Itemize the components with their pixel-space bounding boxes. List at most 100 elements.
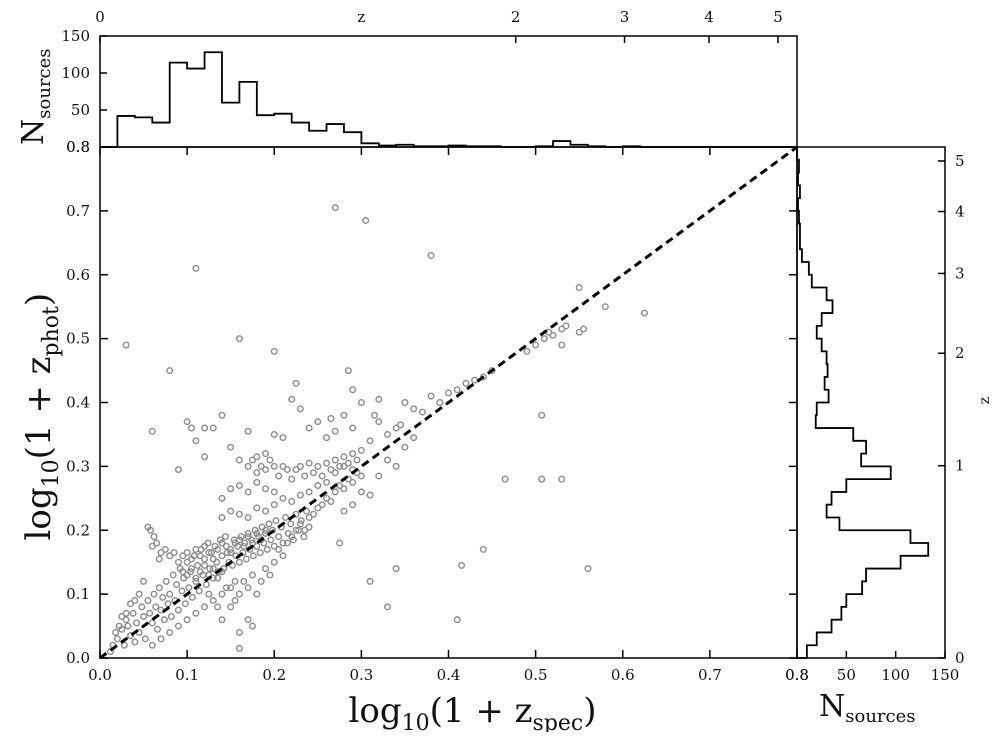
scatter-point (305, 488, 313, 496)
scatter-point (231, 597, 239, 605)
scatter-point (283, 539, 291, 547)
scatter-point (296, 405, 304, 413)
scatter-point (479, 373, 487, 381)
scatter-point (249, 552, 257, 560)
scatter-point (235, 628, 243, 636)
scatter-point (292, 379, 300, 387)
scatter-point (392, 462, 400, 470)
y-axis-label: log10(1 + zphot) (19, 293, 64, 541)
scatter-point (331, 469, 339, 477)
scatter-point (418, 408, 426, 416)
scatter-point (112, 628, 120, 636)
scatter-point (205, 590, 213, 598)
scatter-point (115, 622, 123, 630)
scatter-point (192, 577, 200, 585)
scatter-point (244, 616, 252, 624)
scatter-point (538, 411, 546, 419)
scatter-point (292, 526, 300, 534)
x-axis-label: log10(1 + zspec) (349, 691, 597, 732)
scatter-point (174, 558, 182, 566)
scatter-point (113, 635, 121, 643)
scatter-point (309, 469, 317, 477)
scatter-point (410, 434, 418, 442)
scatter-point (221, 533, 229, 541)
scatter-point (453, 386, 461, 394)
scatter-point (218, 616, 226, 624)
scatter-point (384, 603, 392, 611)
scatter-point (188, 593, 196, 601)
top-y-tick-label: 100 (61, 64, 90, 82)
scatter-point (279, 552, 287, 560)
scatter-point (353, 456, 361, 464)
scatter-point (201, 424, 209, 432)
scatter-point (118, 612, 126, 620)
scatter-point (282, 513, 290, 521)
scatter-point (314, 482, 322, 490)
scatter-point (392, 565, 400, 573)
scatter-point (267, 536, 275, 544)
scatter-point (227, 545, 235, 553)
scatter-point (340, 453, 348, 461)
scatter-point (270, 488, 278, 496)
scatter-point (349, 478, 357, 486)
scatter-point (240, 542, 248, 550)
scatter-point (170, 549, 178, 557)
scatter-point (297, 517, 305, 525)
scatter-point (401, 443, 409, 451)
scatter-point (301, 472, 309, 480)
scatter-point (192, 574, 200, 582)
scatter-point (162, 577, 170, 585)
scatter-point (235, 558, 243, 566)
scatter-point (410, 405, 418, 413)
scatter-point (266, 571, 274, 579)
scatter-point (242, 555, 250, 563)
scatter-point (384, 430, 392, 438)
scatter-point (152, 603, 160, 611)
scatter-point (183, 418, 191, 426)
scatter-point (201, 561, 209, 569)
top-y-tick-label: 150 (61, 27, 90, 45)
scatter-point (239, 549, 247, 557)
right-z-tick-label: 3 (955, 264, 965, 282)
scatter-point (558, 475, 566, 483)
scatter-point (253, 478, 261, 486)
y-tick-label: 0.2 (66, 521, 90, 539)
x-tick-label: 0.6 (611, 666, 635, 684)
scatter-point (375, 418, 383, 426)
scatter-point (174, 606, 182, 614)
scatter-point (253, 504, 261, 512)
scatter-point (288, 475, 296, 483)
scatter-point (187, 565, 195, 573)
scatter-point (140, 577, 148, 585)
scatter-point (235, 590, 243, 598)
scatter-point (357, 399, 365, 407)
scatter-point (301, 526, 309, 534)
scatter-point (327, 414, 335, 422)
scatter-point (314, 504, 322, 512)
scatter-point (401, 399, 409, 407)
y-tick-label: 0.8 (66, 138, 90, 156)
scatter-point (344, 459, 352, 467)
right-x-tick-label: 0.8 (785, 666, 809, 684)
scatter-point (244, 488, 252, 496)
scatter-point (146, 609, 154, 617)
scatter-point (436, 399, 444, 407)
scatter-point (183, 571, 191, 579)
scatter-point (284, 529, 292, 537)
scatter-point (253, 469, 261, 477)
scatter-point (155, 584, 163, 592)
scatter-point (253, 529, 261, 537)
scatter-point (562, 322, 570, 330)
scatter-point (453, 616, 461, 624)
scatter-point (427, 392, 435, 400)
y-tick-label: 0.3 (66, 457, 90, 475)
scatter-point (270, 501, 278, 509)
scatter-point (327, 466, 335, 474)
x-tick-label: 0.8 (785, 666, 809, 684)
scatter-point (194, 561, 202, 569)
scatter-point (292, 466, 300, 474)
scatter-point (323, 459, 331, 467)
scatter-point (213, 558, 221, 566)
